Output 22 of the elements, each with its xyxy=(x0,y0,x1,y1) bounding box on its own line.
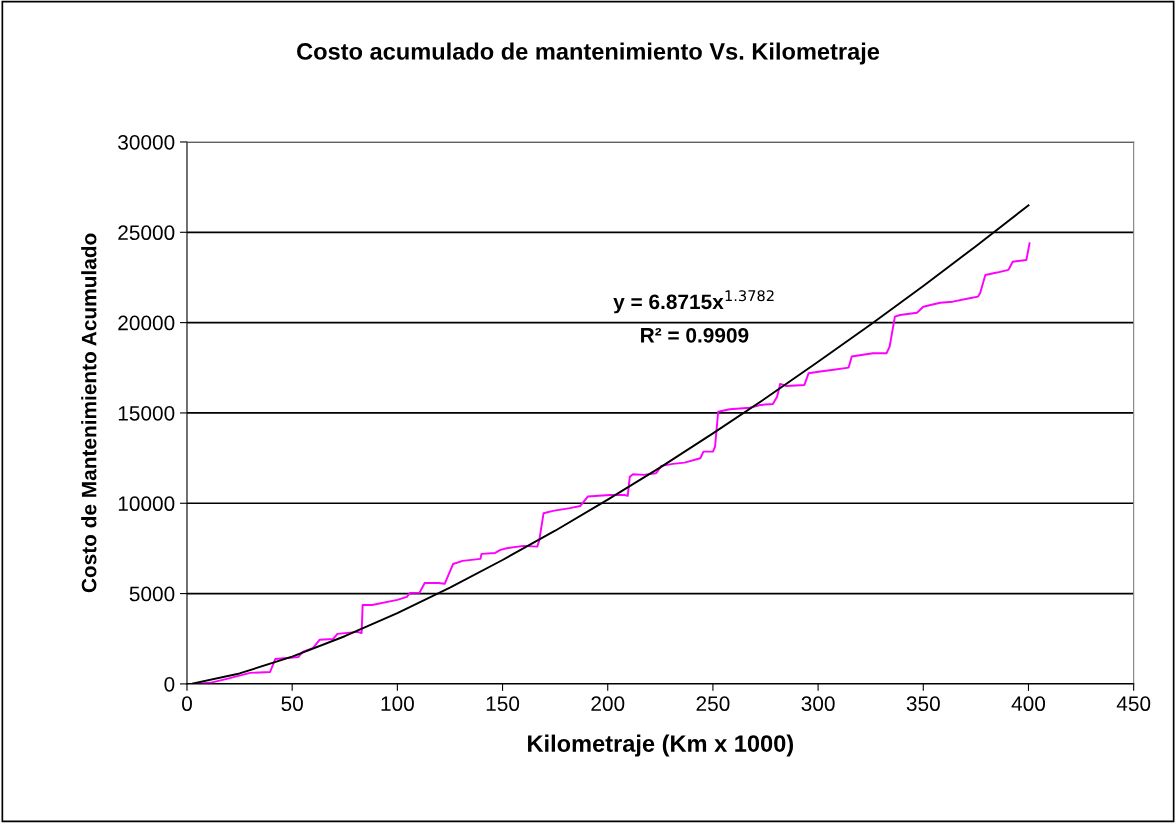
y-tick-label: 15000 xyxy=(118,405,175,421)
annotation: y = 6.8715x$^{1.3782}$ xyxy=(613,290,774,314)
x-tick-label: 100 xyxy=(381,696,414,712)
x-tick-label: 350 xyxy=(906,696,940,712)
x-tick-label: 0 xyxy=(182,696,192,712)
chart-title: Costo acumulado de mantenimiento Vs. Kilometraje xyxy=(297,42,880,65)
x-tick-label: 450 xyxy=(1116,696,1151,712)
x-tick-label: 50 xyxy=(281,696,303,712)
annotation: R² = 0.9909 xyxy=(641,327,749,343)
x-axis-title: Kilometraje (Km x 1000) xyxy=(528,734,794,757)
x-tick-label: 300 xyxy=(801,696,835,712)
y-axis-title: Costo de Mantenimiento Acumulado xyxy=(81,233,97,593)
y-tick-label: 25000 xyxy=(118,225,175,241)
x-tick-label: 250 xyxy=(696,696,730,712)
x-tick-label: 200 xyxy=(591,696,625,712)
y-tick-label: 30000 xyxy=(118,134,175,150)
x-tick-label: 400 xyxy=(1011,696,1046,712)
y-tick-label: 0 xyxy=(164,676,175,692)
y-tick-label: 10000 xyxy=(118,496,175,512)
y-tick-label: 20000 xyxy=(118,315,175,331)
y-tick-label: 5000 xyxy=(129,586,175,602)
x-tick-label: 150 xyxy=(486,696,520,712)
